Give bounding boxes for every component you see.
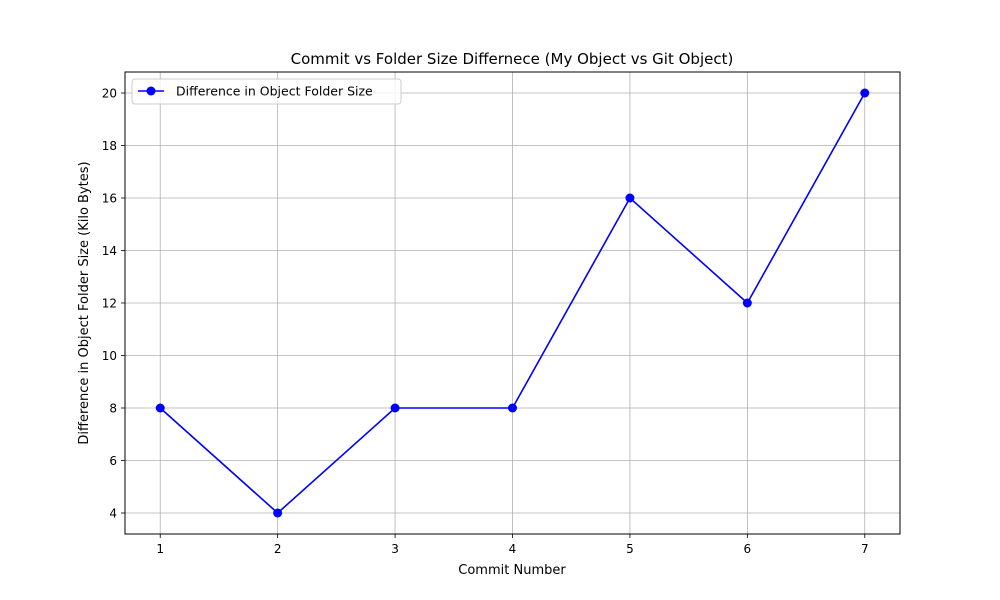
x-tick-label: 3	[391, 542, 399, 556]
x-tick-label: 5	[626, 542, 634, 556]
legend-label: Difference in Object Folder Size	[176, 84, 373, 99]
data-point	[155, 403, 165, 413]
data-point	[390, 403, 400, 413]
x-tick-label: 2	[274, 542, 282, 556]
data-point	[742, 298, 752, 308]
data-point	[625, 193, 635, 203]
y-tick-label: 8	[109, 402, 117, 416]
y-axis-label: Difference in Object Folder Size (Kilo B…	[77, 161, 92, 444]
legend: Difference in Object Folder Size	[131, 78, 402, 105]
y-tick-label: 10	[102, 349, 117, 363]
y-tick-label: 12	[102, 297, 117, 311]
x-tick-label: 7	[861, 542, 869, 556]
x-axis-ticks: 1 2 3 4 5 6 7	[156, 534, 869, 556]
series-layer	[155, 88, 870, 518]
y-axis-ticks: 4 6 8 10 12 14 16 18 20	[102, 87, 125, 521]
y-tick-label: 20	[102, 87, 117, 101]
y-tick-label: 14	[102, 244, 117, 258]
grid	[125, 72, 900, 534]
legend-box	[131, 78, 402, 105]
y-tick-label: 6	[109, 454, 117, 468]
y-tick-label: 4	[109, 507, 117, 521]
data-point	[273, 508, 283, 518]
y-tick-label: 16	[102, 192, 117, 206]
legend-marker-swatch	[146, 86, 156, 96]
x-tick-label: 1	[156, 542, 164, 556]
x-axis-label: Commit Number	[458, 563, 566, 578]
x-tick-label: 6	[744, 542, 752, 556]
chart-title: Commit vs Folder Size Differnece (My Obj…	[291, 50, 734, 68]
data-point	[508, 403, 517, 413]
data-point	[860, 88, 870, 98]
x-tick-label: 4	[509, 542, 517, 556]
y-tick-label: 18	[102, 139, 117, 153]
